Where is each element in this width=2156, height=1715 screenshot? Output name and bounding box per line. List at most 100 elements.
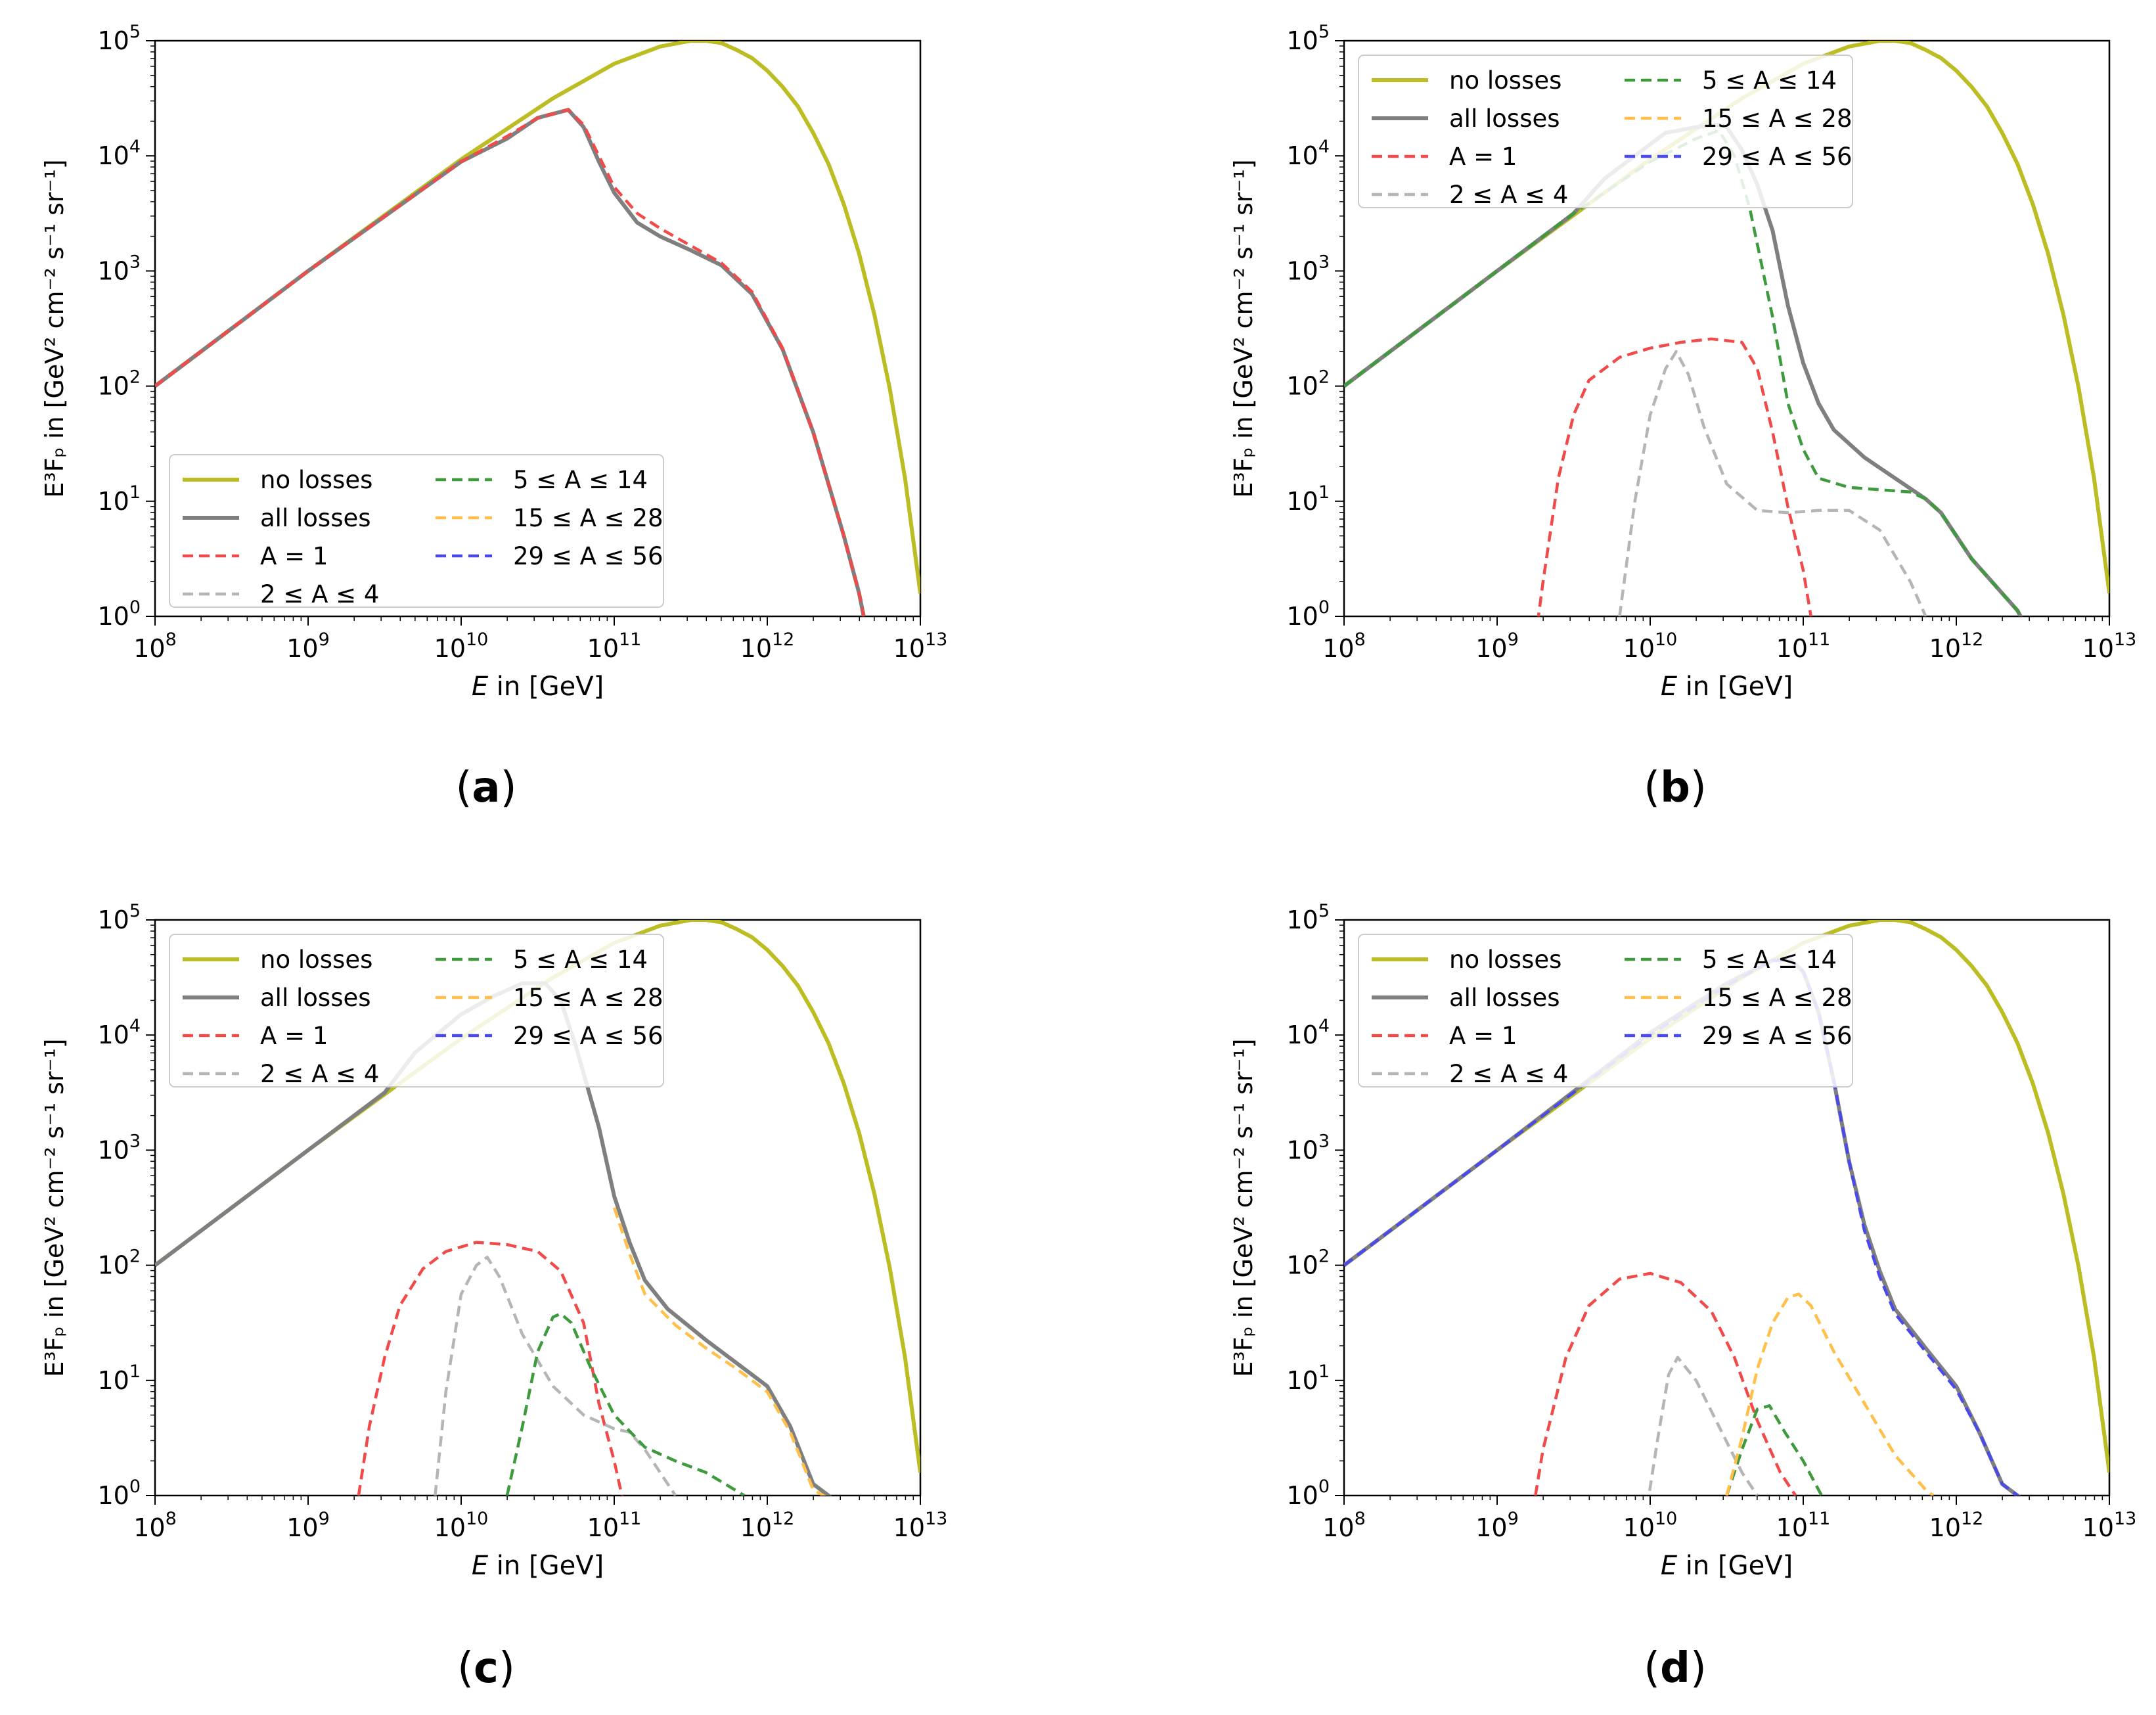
x-axis-label: E in [GeV]: [472, 1551, 604, 1581]
x-tick-label: 1012: [740, 629, 795, 663]
y-tick-label: 105: [1286, 22, 1330, 55]
series-line-a1: [1534, 1271, 1797, 1496]
y-tick-label: 102: [97, 367, 141, 401]
panel-3: 108 109 1010 1011 1012 1013 100 101 102 103 104 105…: [40, 901, 947, 1693]
x-axis: 108 109 1010 1011 1012 1013: [1322, 616, 2136, 663]
panel-4: 108 109 1010 1011 1012 1013 100 101 102 103 104 105…: [1229, 901, 2136, 1693]
series-line-a5_14: [1725, 1404, 1823, 1496]
y-axis-label: E³Fₚ in [GeV² cm⁻² s⁻¹ sr⁻¹]: [40, 1038, 69, 1377]
y-tick-label: 101: [97, 482, 141, 516]
series-line-a15_28: [612, 1207, 827, 1496]
legend-label-a15_28: 15 ≤ A ≤ 28: [513, 504, 663, 532]
x-tick-label: 108: [1322, 629, 1366, 663]
y-tick-label: 100: [97, 597, 141, 631]
legend-label-no_losses: no losses: [260, 946, 372, 974]
x-tick-label: 1010: [1623, 1509, 1678, 1542]
y-tick-label: 103: [97, 1131, 141, 1164]
y-tick-label: 100: [97, 1476, 141, 1510]
legend: no losses all losses A = 1 2 ≤ A ≤ 4 5 ≤ A ≤…: [169, 454, 664, 608]
y-tick-label: 102: [97, 1246, 141, 1280]
legend-label-a1: A = 1: [1449, 143, 1517, 171]
x-tick-label: 109: [1475, 629, 1519, 663]
x-tick-label: 109: [286, 1509, 330, 1542]
legend-label-a5_14: 5 ≤ A ≤ 14: [1702, 66, 1837, 95]
panel-caption: (c): [457, 1644, 515, 1693]
legend-label-a15_28: 15 ≤ A ≤ 28: [513, 984, 663, 1012]
x-tick-label: 1011: [1776, 1509, 1831, 1542]
series-line-a1: [155, 108, 866, 616]
legend: no losses all losses A = 1 2 ≤ A ≤ 4 5 ≤ A ≤…: [1358, 55, 1853, 209]
legend-label-all_losses: all losses: [1449, 104, 1560, 133]
series-line-no_losses: [155, 41, 920, 594]
legend-label-a5_14: 5 ≤ A ≤ 14: [513, 946, 648, 974]
series-line-a1: [1537, 337, 1812, 616]
x-tick-label: 1011: [587, 1509, 642, 1542]
panel-2: 108 109 1010 1011 1012 1013 100 101 102 103 104 105…: [1229, 22, 2136, 812]
x-axis: 108 109 1010 1011 1012 1013: [133, 1496, 947, 1542]
x-tick-label: 108: [133, 1509, 177, 1542]
series-line-a2_4: [434, 1256, 677, 1496]
x-axis: 108 109 1010 1011 1012 1013: [133, 616, 947, 663]
legend-label-a15_28: 15 ≤ A ≤ 28: [1702, 104, 1853, 133]
x-tick-label: 109: [286, 629, 330, 663]
x-tick-label: 1010: [434, 629, 489, 663]
y-tick-label: 105: [1286, 901, 1330, 934]
legend: no losses all losses A = 1 2 ≤ A ≤ 4 5 ≤ A ≤…: [1358, 934, 1853, 1088]
x-tick-label: 1013: [893, 1509, 948, 1542]
series-line-a2_4: [1618, 350, 1927, 616]
series-line-a29_56: [1344, 959, 2020, 1496]
y-tick-label: 103: [1286, 252, 1330, 285]
plot-area: [154, 919, 922, 1497]
y-tick-label: 104: [1286, 137, 1330, 170]
legend-label-a15_28: 15 ≤ A ≤ 28: [1702, 984, 1853, 1012]
y-tick-label: 102: [1286, 1246, 1330, 1280]
y-tick-label: 103: [1286, 1131, 1330, 1164]
legend-label-a29_56: 29 ≤ A ≤ 56: [1702, 1022, 1853, 1050]
legend-label-a29_56: 29 ≤ A ≤ 56: [513, 542, 663, 570]
series-line-a15_28: [1725, 1292, 1935, 1496]
legend-box: [1358, 934, 1853, 1087]
x-tick-label: 108: [133, 629, 177, 663]
panel-caption: (b): [1644, 764, 1707, 812]
y-tick-label: 101: [1286, 1361, 1330, 1395]
x-tick-label: 1010: [434, 1509, 489, 1542]
y-axis: 100 101 102 103 104 105: [97, 22, 155, 631]
series-line-a2_4: [1647, 1356, 1759, 1496]
y-tick-label: 104: [97, 137, 141, 170]
legend: no losses all losses A = 1 2 ≤ A ≤ 4 5 ≤ A ≤…: [169, 934, 664, 1088]
legend-box: [1358, 55, 1853, 208]
legend-label-a29_56: 29 ≤ A ≤ 56: [513, 1022, 663, 1050]
series-line-a5_14: [505, 1312, 746, 1496]
legend-label-a5_14: 5 ≤ A ≤ 14: [1702, 946, 1837, 974]
x-tick-label: 1011: [587, 629, 642, 663]
legend-label-all_losses: all losses: [1449, 984, 1560, 1012]
legend-label-a2_4: 2 ≤ A ≤ 4: [1449, 1060, 1568, 1088]
x-tick-label: 1013: [893, 629, 948, 663]
y-tick-label: 101: [1286, 482, 1330, 516]
y-axis-label: E³Fₚ in [GeV² cm⁻² s⁻¹ sr⁻¹]: [40, 159, 69, 497]
legend-label-a2_4: 2 ≤ A ≤ 4: [1449, 181, 1568, 209]
legend-label-a2_4: 2 ≤ A ≤ 4: [260, 1060, 379, 1088]
legend-label-a5_14: 5 ≤ A ≤ 14: [513, 466, 648, 494]
x-axis-label: E in [GeV]: [1661, 672, 1793, 702]
x-tick-label: 1010: [1623, 629, 1678, 663]
legend-label-a1: A = 1: [1449, 1022, 1517, 1050]
x-tick-label: 1012: [1929, 1509, 1984, 1542]
y-tick-label: 102: [1286, 367, 1330, 401]
plot-area: [1343, 39, 2111, 618]
x-axis-label: E in [GeV]: [1661, 1551, 1793, 1581]
panel-caption: (d): [1644, 1644, 1707, 1693]
y-axis-label: E³Fₚ in [GeV² cm⁻² s⁻¹ sr⁻¹]: [1229, 159, 1258, 497]
x-tick-label: 108: [1322, 1509, 1366, 1542]
panel-1: 108 109 1010 1011 1012 1013 100 101 102 103 104 105…: [40, 22, 947, 812]
legend-label-a1: A = 1: [260, 1022, 328, 1050]
legend-label-no_losses: no losses: [1449, 946, 1561, 974]
y-axis: 100 101 102 103 104 105: [97, 901, 155, 1510]
x-tick-label: 109: [1475, 1509, 1519, 1542]
x-tick-label: 1011: [1776, 629, 1831, 663]
y-tick-label: 103: [97, 252, 141, 285]
legend-label-a1: A = 1: [260, 542, 328, 570]
y-tick-label: 101: [97, 1361, 141, 1395]
series-line-all_losses: [155, 108, 866, 616]
